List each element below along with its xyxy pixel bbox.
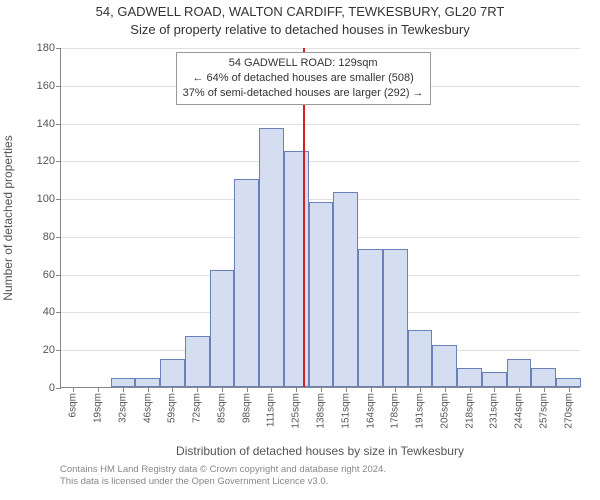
histogram-bar <box>432 345 457 387</box>
xtick-label: 164sqm <box>365 393 376 429</box>
ytick-mark <box>56 124 61 125</box>
xtick-mark <box>172 387 173 392</box>
annotation-box: 54 GADWELL ROAD: 129sqm ← 64% of detache… <box>176 52 431 105</box>
xtick-mark <box>395 387 396 392</box>
plot-area: 54 GADWELL ROAD: 129sqm ← 64% of detache… <box>60 48 580 388</box>
xtick-mark <box>445 387 446 392</box>
xtick-label: 6sqm <box>68 393 79 417</box>
chart-title-subtitle: Size of property relative to detached ho… <box>0 22 600 37</box>
xtick-mark <box>123 387 124 392</box>
xtick-mark <box>296 387 297 392</box>
xtick-mark <box>98 387 99 392</box>
property-size-chart: 54, GADWELL ROAD, WALTON CARDIFF, TEWKES… <box>0 0 600 500</box>
xtick-mark <box>271 387 272 392</box>
histogram-bar <box>210 270 235 387</box>
xtick-mark <box>247 387 248 392</box>
ytick-label: 40 <box>43 306 55 318</box>
histogram-bar <box>482 372 507 387</box>
xtick-mark <box>420 387 421 392</box>
xtick-mark <box>371 387 372 392</box>
xtick-label: 151sqm <box>340 393 351 429</box>
xtick-label: 19sqm <box>93 393 104 423</box>
footer-line2: This data is licensed under the Open Gov… <box>60 476 386 488</box>
ytick-label: 20 <box>43 344 55 356</box>
chart-title-address: 54, GADWELL ROAD, WALTON CARDIFF, TEWKES… <box>0 4 600 19</box>
ytick-label: 80 <box>43 231 55 243</box>
xtick-label: 244sqm <box>514 393 525 429</box>
annotation-line1: 54 GADWELL ROAD: 129sqm <box>183 56 424 71</box>
xtick-mark <box>321 387 322 392</box>
y-axis-label: Number of detached properties <box>1 135 15 300</box>
xtick-label: 46sqm <box>142 393 153 423</box>
ytick-mark <box>56 48 61 49</box>
ytick-label: 100 <box>37 193 55 205</box>
ytick-label: 160 <box>37 80 55 92</box>
xtick-mark <box>494 387 495 392</box>
xtick-mark <box>470 387 471 392</box>
gridline <box>61 124 580 125</box>
ytick-mark <box>56 275 61 276</box>
xtick-label: 178sqm <box>390 393 401 429</box>
footer-line1: Contains HM Land Registry data © Crown c… <box>60 464 386 476</box>
histogram-bar <box>333 192 358 387</box>
histogram-bar <box>259 128 284 387</box>
ytick-label: 120 <box>37 155 55 167</box>
gridline <box>61 161 580 162</box>
xtick-mark <box>73 387 74 392</box>
xtick-mark <box>197 387 198 392</box>
xtick-mark <box>222 387 223 392</box>
histogram-bar <box>111 378 136 387</box>
histogram-bar <box>556 378 581 387</box>
xtick-mark <box>569 387 570 392</box>
xtick-label: 218sqm <box>464 393 475 429</box>
ytick-label: 180 <box>37 42 55 54</box>
xtick-mark <box>148 387 149 392</box>
ytick-mark <box>56 199 61 200</box>
histogram-bar <box>383 249 408 387</box>
histogram-bar <box>234 179 259 387</box>
ytick-mark <box>56 237 61 238</box>
histogram-bar <box>160 359 185 387</box>
ytick-mark <box>56 161 61 162</box>
xtick-mark <box>519 387 520 392</box>
ytick-mark <box>56 388 61 389</box>
histogram-bar <box>457 368 482 387</box>
histogram-bar <box>408 330 433 387</box>
ytick-label: 140 <box>37 118 55 130</box>
xtick-label: 205sqm <box>439 393 450 429</box>
histogram-bar <box>135 378 160 387</box>
histogram-bar <box>531 368 556 387</box>
xtick-label: 32sqm <box>117 393 128 423</box>
footer-attribution: Contains HM Land Registry data © Crown c… <box>60 464 386 489</box>
gridline <box>61 199 580 200</box>
xtick-label: 257sqm <box>538 393 549 429</box>
xtick-label: 270sqm <box>563 393 574 429</box>
annotation-line2: ← 64% of detached houses are smaller (50… <box>183 71 424 86</box>
ytick-mark <box>56 86 61 87</box>
xtick-label: 111sqm <box>266 393 277 427</box>
ytick-label: 60 <box>43 269 55 281</box>
ytick-label: 0 <box>49 382 55 394</box>
xtick-label: 72sqm <box>192 393 203 423</box>
ytick-mark <box>56 312 61 313</box>
xtick-label: 125sqm <box>291 393 302 429</box>
x-axis-label: Distribution of detached houses by size … <box>60 444 580 458</box>
annotation-line3: 37% of semi-detached houses are larger (… <box>183 86 424 101</box>
gridline <box>61 48 580 49</box>
xtick-label: 85sqm <box>216 393 227 423</box>
xtick-label: 191sqm <box>415 393 426 429</box>
xtick-label: 231sqm <box>489 393 500 429</box>
xtick-label: 138sqm <box>316 393 327 429</box>
xtick-label: 59sqm <box>167 393 178 423</box>
histogram-bar <box>185 336 210 387</box>
xtick-mark <box>544 387 545 392</box>
histogram-bar <box>358 249 383 387</box>
xtick-label: 98sqm <box>241 393 252 423</box>
histogram-bar <box>507 359 532 387</box>
histogram-bar <box>309 202 334 387</box>
ytick-mark <box>56 350 61 351</box>
xtick-mark <box>346 387 347 392</box>
